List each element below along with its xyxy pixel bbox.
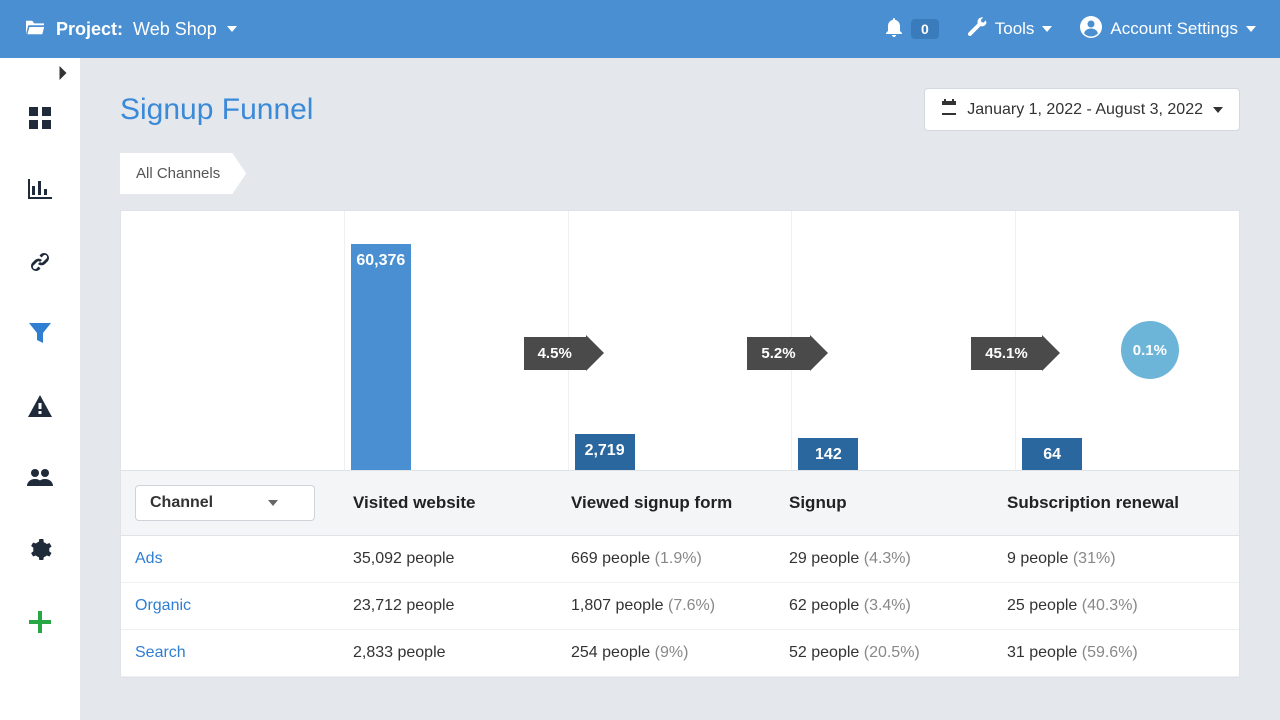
- nav-settings[interactable]: [20, 530, 60, 570]
- tools-label: Tools: [995, 19, 1035, 39]
- nav-dashboard[interactable]: [20, 98, 60, 138]
- nav-add[interactable]: [20, 602, 60, 642]
- caret-down-icon: [1246, 26, 1256, 32]
- notification-count: 0: [911, 19, 939, 39]
- table-cell: 29 people (4.3%): [789, 550, 1007, 568]
- col-header: Subscription renewal: [1007, 493, 1225, 513]
- funnel-card: 60,3762,7194.5%1425.2%6445.1%0.1% Channe…: [120, 210, 1240, 678]
- table-cell: 254 people (9%): [571, 644, 789, 662]
- page-title: Signup Funnel: [120, 93, 313, 127]
- breadcrumb-chip[interactable]: All Channels: [120, 153, 246, 194]
- notifications-button[interactable]: 0: [885, 17, 939, 42]
- nav-reports[interactable]: [20, 170, 60, 210]
- funnel-bar: 2,719: [575, 434, 635, 470]
- table-cell: 669 people (1.9%): [571, 550, 789, 568]
- col-header: Signup: [789, 493, 1007, 513]
- funnel-bar: 64: [1022, 438, 1082, 470]
- bell-icon: [885, 17, 903, 42]
- folder-open-icon: [24, 18, 46, 41]
- funnel-spacer: [121, 211, 345, 470]
- table-cell: 1,807 people (7.6%): [571, 597, 789, 615]
- table-cell: 31 people (59.6%): [1007, 644, 1225, 662]
- channel-selector-label: Channel: [150, 494, 213, 512]
- funnel-bar: 142: [798, 438, 858, 470]
- sidebar: [0, 58, 80, 720]
- channel-link[interactable]: Organic: [135, 597, 191, 614]
- sidebar-expand-button[interactable]: [52, 62, 74, 84]
- table-cell: 9 people (31%): [1007, 550, 1225, 568]
- table-cell: 23,712 people: [353, 597, 571, 615]
- table-cell: 52 people (20.5%): [789, 644, 1007, 662]
- date-range-label: January 1, 2022 - August 3, 2022: [967, 101, 1203, 119]
- calendar-icon: [941, 99, 957, 120]
- nav-users[interactable]: [20, 458, 60, 498]
- col-header: Viewed signup form: [571, 493, 789, 513]
- project-selector[interactable]: Project: Web Shop: [24, 18, 237, 41]
- chevron-down-icon: [268, 500, 278, 506]
- topbar: Project: Web Shop 0 Tools Account Settin…: [0, 0, 1280, 58]
- project-name: Web Shop: [133, 19, 217, 40]
- caret-down-icon: [1042, 26, 1052, 32]
- channel-selector[interactable]: Channel: [135, 485, 315, 521]
- topbar-right: 0 Tools Account Settings: [885, 16, 1256, 43]
- table-row: Organic 23,712 people 1,807 people (7.6%)…: [121, 583, 1239, 630]
- nav-funnel[interactable]: [20, 314, 60, 354]
- table-row: Ads 35,092 people 669 people (1.9%)29 peo…: [121, 536, 1239, 583]
- nav-links[interactable]: [20, 242, 60, 282]
- conversion-arrow: 45.1%: [971, 335, 1060, 371]
- table-cell: 62 people (3.4%): [789, 597, 1007, 615]
- project-label: Project:: [56, 19, 123, 40]
- nav-alerts[interactable]: [20, 386, 60, 426]
- wrench-icon: [967, 17, 987, 42]
- conversion-arrow: 4.5%: [524, 335, 604, 371]
- table-row: Search 2,833 people 254 people (9%)52 peo…: [121, 630, 1239, 677]
- funnel-table-header: Channel Visited website Viewed signup fo…: [121, 471, 1239, 536]
- funnel-bar: 60,376: [351, 244, 411, 470]
- funnel-visualization: 60,3762,7194.5%1425.2%6445.1%0.1%: [121, 211, 1239, 471]
- user-circle-icon: [1080, 16, 1102, 43]
- table-cell: 25 people (40.3%): [1007, 597, 1225, 615]
- col-header: Visited website: [353, 493, 571, 513]
- account-label: Account Settings: [1110, 19, 1238, 39]
- channel-link[interactable]: Ads: [135, 550, 163, 567]
- tools-menu[interactable]: Tools: [967, 17, 1053, 42]
- funnel-step: 6445.1%0.1%: [1016, 211, 1239, 470]
- channel-link[interactable]: Search: [135, 644, 186, 661]
- final-rate-badge: 0.1%: [1121, 321, 1179, 379]
- date-range-picker[interactable]: January 1, 2022 - August 3, 2022: [924, 88, 1240, 131]
- table-cell: 2,833 people: [353, 644, 571, 662]
- table-cell: 35,092 people: [353, 550, 571, 568]
- breadcrumb-label: All Channels: [136, 165, 220, 182]
- main-content: Signup Funnel January 1, 2022 - August 3…: [80, 58, 1280, 720]
- caret-down-icon: [227, 26, 237, 32]
- conversion-arrow: 5.2%: [747, 335, 827, 371]
- account-menu[interactable]: Account Settings: [1080, 16, 1256, 43]
- caret-down-icon: [1213, 107, 1223, 113]
